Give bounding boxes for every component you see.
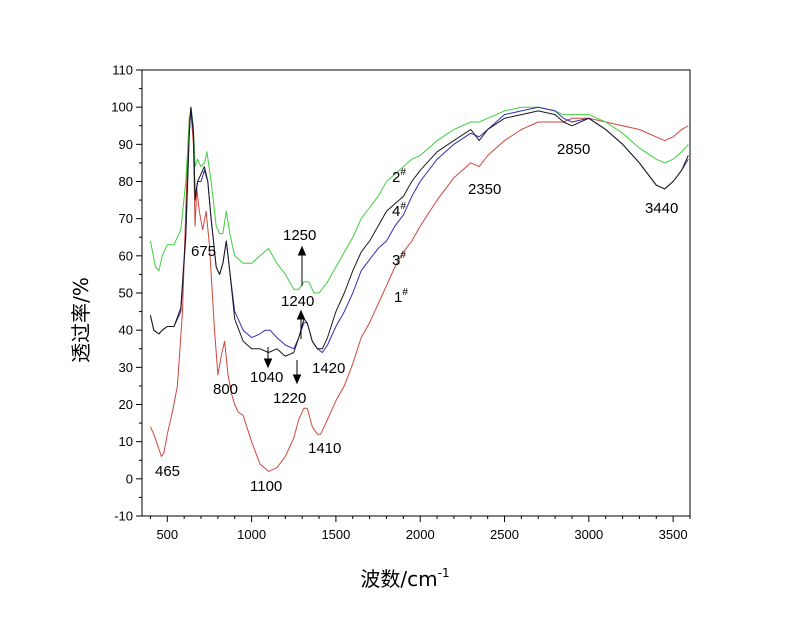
annotation-3440: 3440 <box>645 200 678 217</box>
y-axis-title: 透过率/% <box>69 277 93 363</box>
curve-label-4-num: 4 <box>392 203 400 220</box>
x-tick-label: 1500 <box>321 527 350 542</box>
curve-label-1-mark: # <box>402 287 408 298</box>
x-tick-label: 2000 <box>406 527 435 542</box>
arrow-1040-head <box>263 358 273 369</box>
curve-label-1: 1# <box>394 287 408 306</box>
y-tick-label: 10 <box>119 434 133 449</box>
x-axis-title: 波数/cm-1 <box>360 566 449 591</box>
annotation-675: 675 <box>191 243 216 260</box>
annotation-1240: 1240 <box>281 293 314 310</box>
y-tick-label: 90 <box>119 137 133 152</box>
annotation-1100: 1100 <box>250 478 282 495</box>
x-axis-title-main: 波数/cm <box>360 567 437 591</box>
y-tick-label: 20 <box>119 397 133 412</box>
annotation-1410: 1410 <box>308 440 341 457</box>
curve-label-2: 2# <box>392 167 406 186</box>
curve-label-4: 4# <box>392 201 406 220</box>
x-axis-title-sup: -1 <box>438 566 450 580</box>
x-tick-label: 3500 <box>659 527 688 542</box>
x-tick-label: 500 <box>156 527 178 542</box>
curve-label-1-num: 1 <box>394 289 402 306</box>
curve-label-2-mark: # <box>400 167 406 178</box>
curve-label-4-mark: # <box>400 201 406 212</box>
curve-label-2-num: 2 <box>392 169 400 186</box>
series-line-3 <box>149 106 689 353</box>
arrow-1220-head <box>292 374 302 385</box>
y-tick-label: 50 <box>119 286 133 301</box>
y-tick-label: -10 <box>114 509 133 524</box>
annotation-1220: 1220 <box>273 390 306 407</box>
arrow-1240-head <box>296 309 306 320</box>
annotation-1040: 1040 <box>250 369 283 386</box>
plot-frame <box>141 69 691 517</box>
annotation-2850: 2850 <box>557 141 590 158</box>
x-tick-label: 1000 <box>237 527 266 542</box>
y-tick-label: 80 <box>119 174 133 189</box>
arrow-1250-head <box>297 245 307 256</box>
curve-label-3: 3# <box>392 250 406 269</box>
y-tick-label: 30 <box>119 360 133 375</box>
annotation-2350: 2350 <box>468 181 501 198</box>
series-line-4 <box>149 106 689 357</box>
series-line-1 <box>149 110 689 472</box>
annotation-arrows <box>263 245 307 385</box>
annotation-800: 800 <box>213 381 238 398</box>
x-tick-label: 2500 <box>490 527 519 542</box>
y-tick-label: 60 <box>119 248 133 263</box>
curve-label-3-mark: # <box>400 250 406 261</box>
y-tick-label: 40 <box>119 323 133 338</box>
x-tick-label: 3000 <box>574 527 603 542</box>
series-line-2 <box>149 106 689 294</box>
annotation-465: 465 <box>155 463 180 480</box>
y-tick-label: 0 <box>126 471 133 486</box>
annotation-1420: 1420 <box>312 360 345 377</box>
curve-label-3-num: 3 <box>392 252 400 269</box>
y-tick-label: 100 <box>111 100 133 115</box>
y-tick-label: 110 <box>112 63 133 78</box>
y-tick-label: 70 <box>119 211 133 226</box>
annotation-1250: 1250 <box>283 227 316 244</box>
